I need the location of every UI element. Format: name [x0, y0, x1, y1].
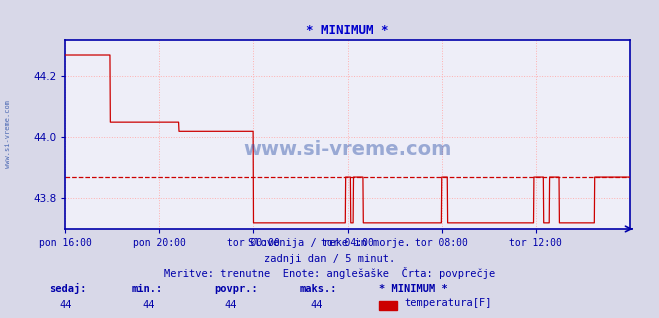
- Text: * MINIMUM *: * MINIMUM *: [379, 284, 447, 294]
- Text: zadnji dan / 5 minut.: zadnji dan / 5 minut.: [264, 254, 395, 264]
- Text: www.si-vreme.com: www.si-vreme.com: [243, 140, 452, 159]
- Text: povpr.:: povpr.:: [214, 284, 258, 294]
- Text: 44: 44: [310, 300, 322, 310]
- Text: 44: 44: [225, 300, 237, 310]
- Text: maks.:: maks.:: [300, 284, 337, 294]
- Text: 44: 44: [60, 300, 72, 310]
- Text: 44: 44: [142, 300, 154, 310]
- Text: sedaj:: sedaj:: [49, 283, 87, 294]
- Text: min.:: min.:: [132, 284, 163, 294]
- Text: temperatura[F]: temperatura[F]: [404, 298, 492, 308]
- Text: www.si-vreme.com: www.si-vreme.com: [5, 100, 11, 168]
- Title: * MINIMUM *: * MINIMUM *: [306, 24, 389, 37]
- Text: Slovenija / reke in morje.: Slovenija / reke in morje.: [248, 238, 411, 248]
- Text: Meritve: trenutne  Enote: anglešaške  Črta: povprečje: Meritve: trenutne Enote: anglešaške Črta…: [164, 267, 495, 279]
